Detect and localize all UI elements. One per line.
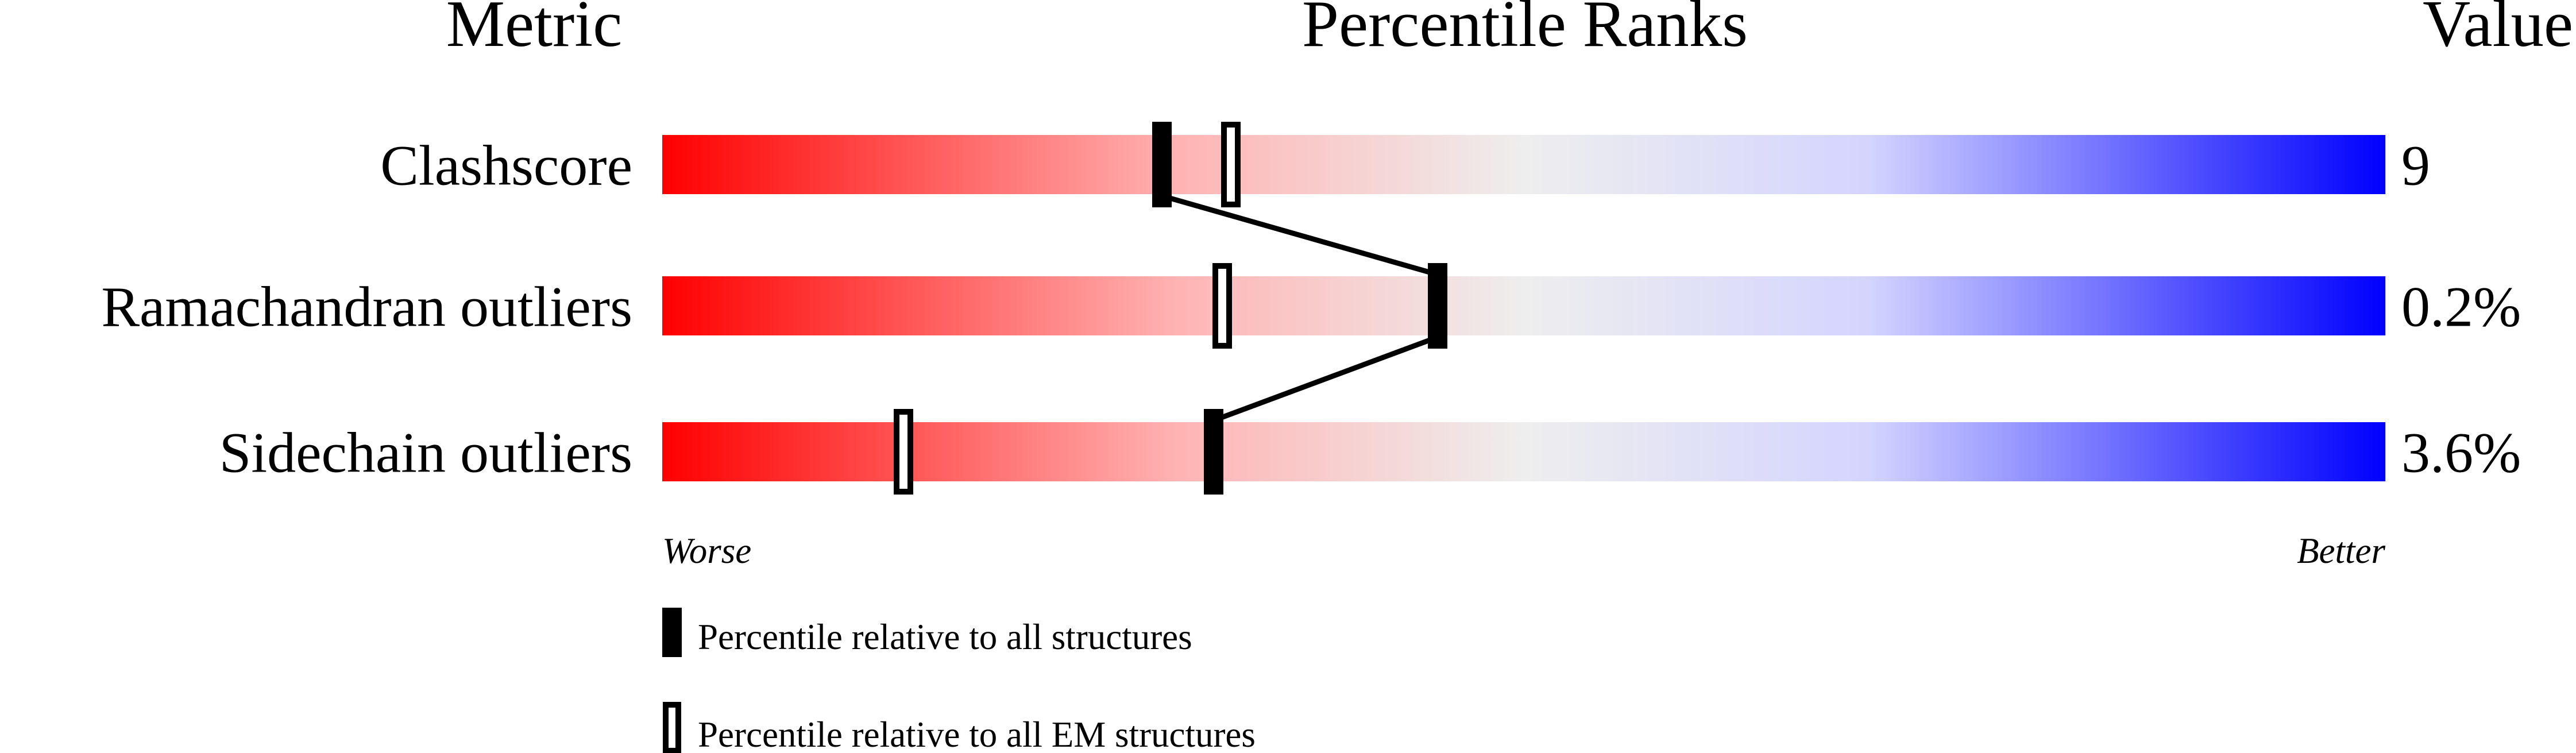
legend: Percentile relative to all structures Pe… xyxy=(662,608,1256,753)
header-value: Value xyxy=(2423,0,2573,60)
metric-label: Sidechain outliers xyxy=(219,421,632,485)
legend-label-all: Percentile relative to all structures xyxy=(698,617,1192,657)
connector-line xyxy=(1212,334,1439,423)
metric-value: 9 xyxy=(2401,134,2430,198)
metric-label: Clashscore xyxy=(380,134,632,198)
legend-filled-marker xyxy=(662,608,682,657)
metric-value: 0.2% xyxy=(2401,275,2521,339)
legend-label-em: Percentile relative to all EM structures xyxy=(698,715,1256,753)
marker-em xyxy=(894,409,913,495)
metric-label: Ramachandran outliers xyxy=(101,275,632,339)
header-percentile: Percentile Ranks xyxy=(1302,0,1748,60)
legend-open-marker xyxy=(663,702,681,753)
percentile-bar xyxy=(662,135,2385,194)
marker-em xyxy=(1212,263,1232,349)
marker-all xyxy=(1152,122,1172,207)
connector-line xyxy=(1161,193,1439,277)
percentile-bar xyxy=(662,422,2385,481)
marker-all xyxy=(1204,409,1223,495)
header-metric: Metric xyxy=(446,0,623,60)
percentile-bar xyxy=(662,276,2385,335)
marker-em xyxy=(1221,122,1241,207)
marker-all xyxy=(1428,263,1447,349)
axis-worse: Worse xyxy=(662,531,751,571)
axis-better: Better xyxy=(2297,531,2385,571)
metric-value: 3.6% xyxy=(2401,421,2521,485)
